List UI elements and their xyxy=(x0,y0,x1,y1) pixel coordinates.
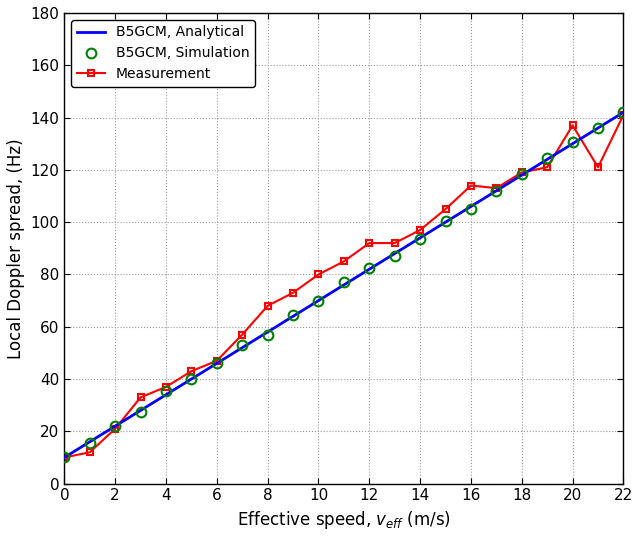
B5GCM, Analytical xyxy=(620,109,627,116)
B5GCM, Analytical xyxy=(572,139,579,145)
B5GCM, Simulation xyxy=(391,253,399,259)
B5GCM, Analytical xyxy=(209,362,217,369)
B5GCM, Simulation xyxy=(365,265,373,271)
X-axis label: Effective speed, $v_{eff}$ (m/s): Effective speed, $v_{eff}$ (m/s) xyxy=(237,509,451,531)
B5GCM, Simulation xyxy=(467,206,475,213)
B5GCM, Simulation xyxy=(620,109,627,116)
B5GCM, Simulation xyxy=(340,279,348,286)
B5GCM, Simulation xyxy=(61,454,68,461)
Measurement xyxy=(213,358,221,364)
Line: B5GCM, Simulation: B5GCM, Simulation xyxy=(60,108,628,462)
Measurement xyxy=(543,164,551,171)
Measurement xyxy=(239,331,246,338)
B5GCM, Simulation xyxy=(213,360,221,366)
Measurement xyxy=(162,384,170,390)
B5GCM, Simulation xyxy=(416,236,424,242)
Measurement xyxy=(493,185,500,192)
B5GCM, Simulation xyxy=(493,188,500,194)
B5GCM, Simulation xyxy=(569,139,577,146)
Measurement xyxy=(442,206,449,213)
Measurement xyxy=(289,289,297,296)
Measurement xyxy=(340,258,348,265)
Measurement xyxy=(569,122,577,129)
Measurement xyxy=(86,449,93,456)
B5GCM, Simulation xyxy=(239,342,246,348)
Measurement xyxy=(620,112,627,118)
B5GCM, Simulation xyxy=(264,331,271,338)
B5GCM, Simulation xyxy=(543,155,551,161)
Line: B5GCM, Analytical: B5GCM, Analytical xyxy=(65,112,623,457)
Measurement xyxy=(416,226,424,233)
Measurement xyxy=(111,426,119,432)
B5GCM, Simulation xyxy=(188,376,195,383)
Measurement xyxy=(365,240,373,246)
Measurement xyxy=(188,368,195,374)
Legend: B5GCM, Analytical, B5GCM, Simulation, Measurement: B5GCM, Analytical, B5GCM, Simulation, Me… xyxy=(71,20,255,87)
B5GCM, Simulation xyxy=(594,125,602,131)
Measurement xyxy=(518,169,525,176)
B5GCM, Simulation xyxy=(111,423,119,429)
Measurement xyxy=(467,182,475,189)
B5GCM, Simulation xyxy=(289,312,297,318)
B5GCM, Analytical xyxy=(591,126,599,133)
B5GCM, Simulation xyxy=(518,171,525,177)
B5GCM, Simulation xyxy=(162,387,170,394)
B5GCM, Analytical xyxy=(61,454,68,461)
B5GCM, Analytical xyxy=(164,390,172,397)
Y-axis label: Local Doppler spread, (Hz): Local Doppler spread, (Hz) xyxy=(7,138,25,359)
Measurement xyxy=(315,271,323,278)
B5GCM, Simulation xyxy=(86,440,93,447)
B5GCM, Analytical xyxy=(94,434,102,440)
Measurement xyxy=(391,240,399,246)
Measurement xyxy=(137,394,145,401)
Measurement xyxy=(61,454,68,461)
B5GCM, Simulation xyxy=(137,408,145,415)
B5GCM, Simulation xyxy=(315,298,323,304)
Measurement xyxy=(594,164,602,171)
Measurement xyxy=(264,302,271,309)
B5GCM, Analytical xyxy=(83,441,91,447)
B5GCM, Simulation xyxy=(442,217,449,224)
Line: Measurement: Measurement xyxy=(61,111,627,461)
